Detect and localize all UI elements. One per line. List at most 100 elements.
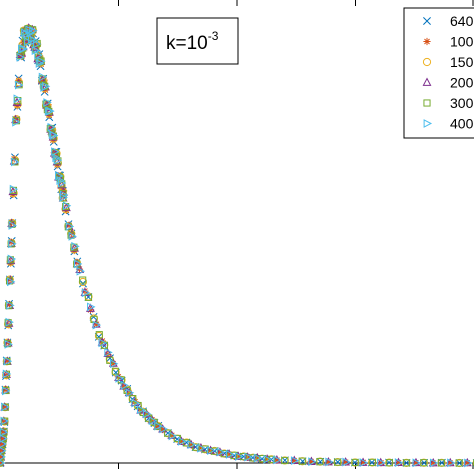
data-point [177, 436, 187, 446]
annotation-box: k=10-3 [156, 17, 239, 65]
annotation-exponent: -3 [208, 29, 219, 43]
data-point [0, 427, 7, 436]
data-point [429, 459, 437, 467]
data-point [2, 369, 12, 379]
data-point [76, 266, 85, 276]
data-point [59, 190, 69, 200]
data-point [104, 347, 113, 357]
legend-item-400: 400 [423, 116, 474, 132]
annotation-base: k=10 [166, 33, 208, 54]
data-point [142, 409, 152, 419]
data-point [35, 59, 45, 68]
series-400 [0, 25, 473, 468]
data-point [0, 453, 7, 461]
data-point [98, 338, 107, 348]
data-point [62, 201, 72, 211]
data-point [0, 460, 6, 466]
data-point [81, 288, 91, 298]
data-point [412, 458, 421, 468]
data-point [428, 457, 438, 467]
data-markers [0, 23, 474, 468]
data-point [216, 447, 226, 457]
data-point [420, 459, 428, 467]
data-point [24, 37, 33, 47]
data-point [5, 317, 14, 327]
data-point [342, 457, 351, 467]
data-point [306, 456, 316, 465]
data-point [120, 380, 130, 390]
data-point [253, 454, 262, 462]
data-point [197, 444, 205, 452]
data-point [12, 117, 21, 127]
data-point [273, 456, 281, 464]
data-point [40, 81, 50, 91]
legend-marker [423, 37, 431, 46]
data-point [26, 28, 36, 38]
data-point [53, 155, 63, 165]
data-point [0, 434, 8, 443]
data-point [159, 424, 168, 434]
data-point [183, 439, 191, 447]
data-point [447, 458, 456, 468]
data-point [49, 131, 59, 141]
data-point [34, 53, 43, 61]
data-point [7, 238, 15, 246]
data-point [455, 459, 463, 467]
data-point [9, 184, 19, 194]
data-point [273, 455, 282, 465]
data-point [3, 356, 13, 366]
data-point [7, 218, 17, 227]
legend-label: 400 [450, 116, 474, 132]
data-point [263, 454, 272, 464]
data-point [342, 458, 350, 466]
data-point [368, 458, 376, 466]
data-point [84, 293, 93, 301]
data-point [1, 403, 9, 411]
data-point [445, 457, 455, 467]
data-point [73, 259, 83, 269]
data-point [115, 373, 124, 383]
legend-label: 100 [450, 34, 474, 50]
data-point [235, 452, 244, 461]
data-point [16, 52, 25, 62]
legend-item-640: 640 [423, 13, 474, 29]
data-point [14, 80, 24, 90]
data-point [0, 418, 8, 426]
data-point [6, 301, 15, 310]
data-point [0, 416, 9, 426]
data-point [334, 458, 342, 466]
data-point [298, 457, 306, 465]
data-point [10, 157, 20, 167]
data-point [412, 459, 420, 467]
legend-marker [422, 77, 432, 86]
data-point [316, 458, 324, 466]
data-point [87, 302, 96, 312]
data-point [324, 456, 333, 466]
data-point [3, 357, 12, 365]
data-point [385, 459, 394, 467]
data-point [92, 320, 101, 328]
data-point [5, 321, 13, 329]
legend-label: 150 [450, 54, 474, 70]
data-point [1, 386, 11, 396]
legend-item-200: 200 [422, 75, 474, 91]
data-point [34, 50, 43, 60]
data-point [0, 446, 5, 454]
legend-label: 640 [450, 13, 474, 29]
data-point [463, 459, 471, 467]
data-point [225, 450, 233, 458]
data-point [95, 331, 103, 339]
data-point [65, 221, 73, 229]
data-point [17, 44, 27, 54]
data-point [86, 306, 95, 314]
data-point [359, 458, 367, 466]
data-point [0, 435, 7, 443]
data-point [7, 277, 16, 287]
legend-item-100: 100 [423, 34, 474, 50]
data-point [4, 339, 14, 349]
data-point [29, 26, 38, 36]
data-point [52, 153, 61, 163]
data-point [243, 452, 253, 461]
data-point [75, 264, 85, 274]
data-point [192, 443, 200, 451]
